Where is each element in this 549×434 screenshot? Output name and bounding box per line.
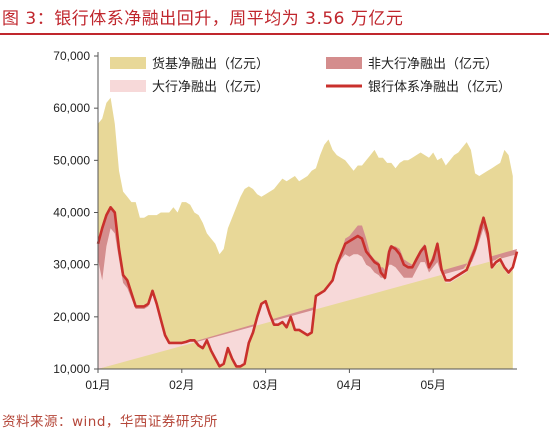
source-note: 资料来源：wind，华西证券研究所: [2, 414, 218, 430]
legend-item: 货基净融出（亿元）: [110, 56, 269, 71]
y-tick-label: 50,000: [53, 153, 90, 167]
x-tick-label: 04月: [337, 378, 362, 392]
plot-line: [96, 206, 519, 368]
y-tick-label: 20,000: [53, 310, 90, 324]
legend-item: 大行净融出（亿元）: [110, 79, 269, 94]
legend-label: 货基净融出（亿元）: [152, 56, 269, 71]
figure-title: 图 3：银行体系净融出回升，周平均为 3.56 万亿元: [2, 9, 404, 29]
x-tick-label: 03月: [253, 378, 278, 392]
y-tick-label: 40,000: [53, 206, 90, 220]
y-tick-label: 60,000: [53, 101, 90, 115]
legend-swatch: [110, 57, 146, 69]
legend-swatch: [110, 80, 146, 92]
y-tick-label: 70,000: [53, 49, 90, 63]
title-divider: [0, 33, 549, 35]
y-tick-label: 10,000: [53, 362, 90, 376]
legend-item: 非大行净融出（亿元）: [326, 56, 498, 71]
legend: 货基净融出（亿元） 非大行净融出（亿元） 大行净融出（亿元） 银行体系净融出（亿元）: [110, 56, 511, 94]
series-total-line: [96, 206, 519, 368]
y-tick-label: 30,000: [53, 258, 90, 272]
net-lending-chart: 70,000 60,000 50,000 40,000 30,000 20,000 10,0…: [53, 49, 519, 392]
legend-label: 非大行净融出（亿元）: [368, 56, 498, 71]
legend-item: 银行体系净融出（亿元）: [326, 79, 511, 94]
plot-fills: [98, 97, 517, 369]
legend-swatch: [326, 57, 362, 69]
legend-label: 银行体系净融出（亿元）: [368, 79, 511, 94]
series-gov-area: [98, 97, 513, 369]
x-tick-label: 05月: [421, 378, 446, 392]
x-tick-label: 02月: [169, 378, 194, 392]
legend-label: 大行净融出（亿元）: [152, 79, 269, 94]
axes: 70,000 60,000 50,000 40,000 30,000 20,000 10,0…: [53, 49, 517, 392]
series-bigbank-area: [98, 228, 517, 369]
x-tick-label: 01月: [85, 378, 110, 392]
